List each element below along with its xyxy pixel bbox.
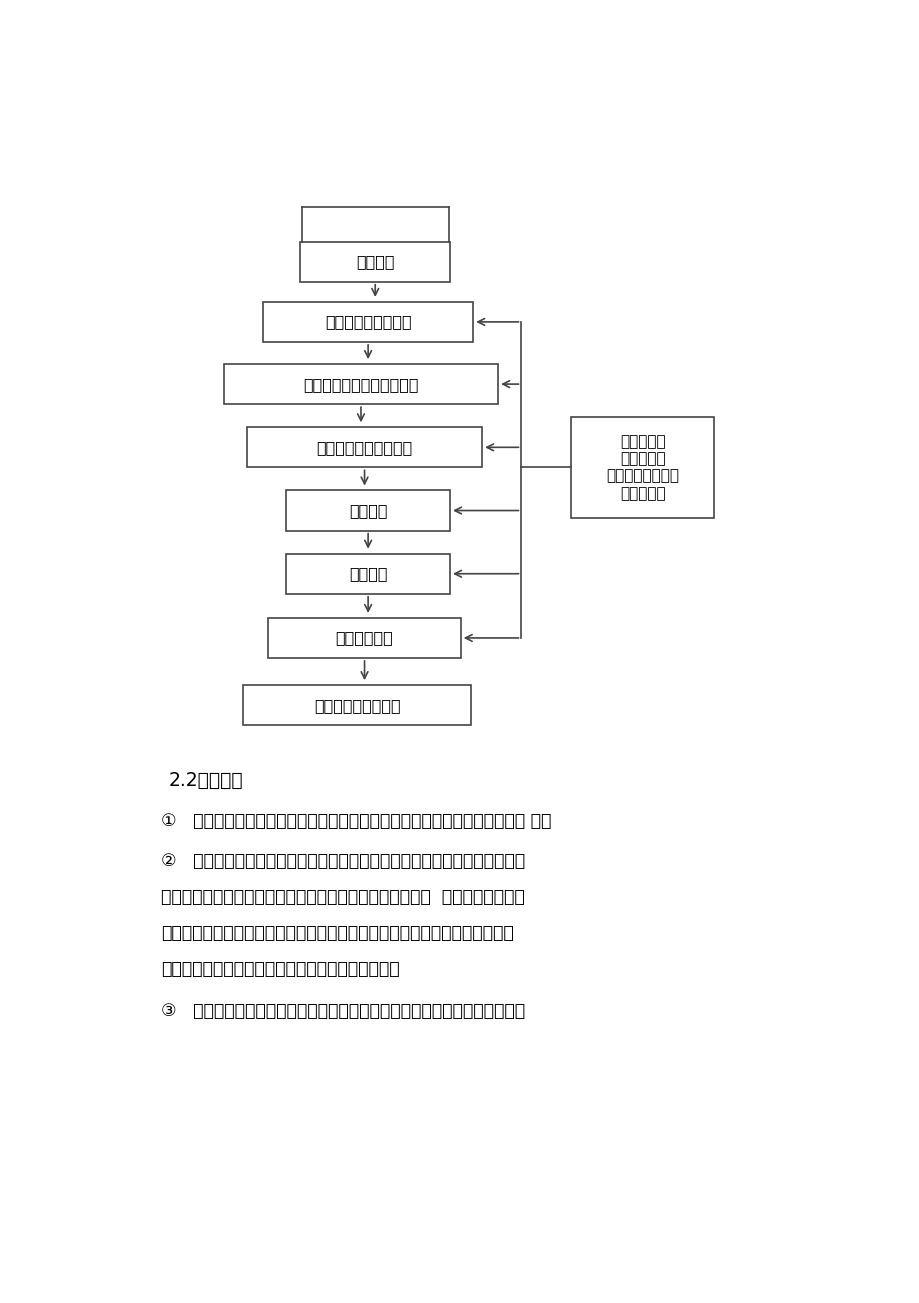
Text: ③   对深路堑挖方段，在开挖施工前以挖槽法探明地质情况，为边坡防护提供: ③ 对深路堑挖方段，在开挖施工前以挖槽法探明地质情况，为边坡防护提供 [161,1002,525,1020]
Text: ①   本段土方开挖均采用机械化施工，并根据本工程实际情况进行机械配套施 工。: ① 本段土方开挖均采用机械化施工，并根据本工程实际情况进行机械配套施 工。 [161,812,551,830]
Bar [243,685,471,726]
Text: 路床压实: 路床压实 [348,567,387,581]
Bar [286,554,449,594]
Bar [223,364,498,404]
Bar [268,618,460,658]
Bar [246,427,482,468]
Bar [286,490,449,530]
Text: ②   开挖前，提前作好利用方试验检测，组织技术人员吃透施工图设计意图，: ② 开挖前，提前作好利用方试验检测，组织技术人员吃透施工图设计意图， [161,852,525,869]
Text: 截水沟、临时排水设施修建: 截水沟、临时排水设施修建 [303,377,418,392]
Text: 并现场踏勘调查；对路堑开挖顺序和运输线路等做好计划，  定出土石方调配方: 并现场踏勘调查；对路堑开挖顺序和运输线路等做好计划， 定出土石方调配方 [161,887,525,906]
Bar [571,417,713,517]
Text: 地下管道缆线和其它构造物、文物等作好保护措施。: 地下管道缆线和其它构造物、文物等作好保护措施。 [161,960,400,979]
Text: 案；并做好便道加固修整工作，进行截水沟施工，临近排水设施修筑；对沿线: 案；并做好便道加固修整工作，进行截水沟施工，临近排水设施修筑；对沿线 [161,924,514,942]
Text: 监理验收、申请计量: 监理验收、申请计量 [313,697,401,713]
Text: 工序完成后
报监理检验
合格进入下一工序
不合格返工: 工序完成后 报监理检验 合格进入下一工序 不合格返工 [606,434,678,500]
Text: 测量放样: 测量放样 [356,254,394,270]
Bar [300,241,449,281]
Text: 边坡修整: 边坡修整 [348,503,387,519]
Text: 路堑开挖、土石方调运: 路堑开挖、土石方调运 [316,440,413,455]
Text: 排水设施修建: 排水设施修建 [335,631,393,645]
Bar [263,302,472,341]
Text: 2.2施工方法: 2.2施工方法 [168,771,243,790]
Text: 场地清理、运弃表土: 场地清理、运弃表土 [324,314,411,330]
